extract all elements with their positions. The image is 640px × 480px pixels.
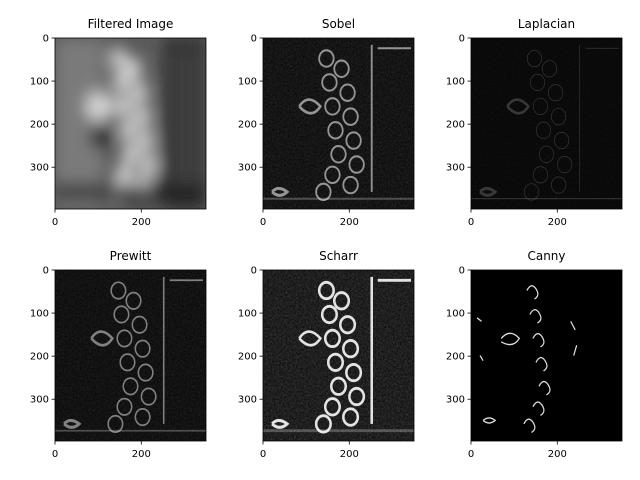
x-tick-label: 0 (52, 449, 58, 460)
y-tick-label: 200 (30, 120, 49, 131)
x-tick-label: 0 (52, 217, 58, 228)
y-tick-label: 300 (238, 395, 257, 406)
y-tick-label: 100 (30, 77, 49, 88)
canny-image (471, 270, 622, 441)
panel-title: Prewitt (110, 249, 152, 263)
y-tick-label: 300 (446, 163, 465, 174)
filtered-image (55, 38, 206, 209)
panel-title: Laplacian (518, 17, 575, 31)
y-tick-label: 200 (446, 352, 465, 363)
y-tick-label: 200 (238, 352, 257, 363)
x-tick-label: 200 (132, 449, 151, 460)
x-tick-label: 0 (260, 449, 266, 460)
panel-sobel: Sobel 0 200 0 100 200 300 (238, 17, 415, 228)
x-tick-label: 0 (260, 217, 266, 228)
laplacian-image (471, 38, 622, 209)
y-tick-label: 300 (30, 163, 49, 174)
panel-filtered: Filtered Image 0 200 0 100 200 300 (30, 17, 207, 228)
y-tick-label: 100 (446, 77, 465, 88)
y-tick-label: 200 (238, 120, 257, 131)
y-tick-label: 0 (43, 34, 49, 45)
x-tick-label: 200 (548, 449, 567, 460)
x-tick-label: 200 (132, 217, 151, 228)
y-tick-label: 100 (238, 309, 257, 320)
panel-title: Sobel (322, 17, 355, 31)
panel-title: Filtered Image (88, 17, 174, 31)
axes-frame (54, 269, 207, 442)
panel-canny: Canny 0 200 0 100 200 300 (446, 249, 623, 460)
y-tick-label: 0 (43, 266, 49, 277)
sobel-image (263, 38, 414, 209)
panel-laplacian: Laplacian 0 200 0 100 200 300 (446, 17, 623, 228)
y-tick-label: 300 (30, 395, 49, 406)
panel-title: Scharr (319, 249, 358, 263)
y-tick-label: 0 (459, 34, 465, 45)
y-tick-label: 100 (30, 309, 49, 320)
y-tick-label: 0 (459, 266, 465, 277)
x-tick-label: 200 (340, 449, 359, 460)
x-tick-label: 200 (340, 217, 359, 228)
prewitt-image (55, 270, 206, 441)
x-tick-label: 0 (468, 217, 474, 228)
axes-frame (262, 37, 415, 210)
axes-frame (262, 269, 415, 442)
x-tick-label: 0 (468, 449, 474, 460)
axes-frame (54, 37, 207, 210)
axes-frame (470, 269, 623, 442)
x-tick-label: 200 (548, 217, 567, 228)
y-tick-label: 100 (238, 77, 257, 88)
y-tick-label: 0 (251, 34, 257, 45)
scharr-image (263, 270, 414, 441)
y-tick-label: 0 (251, 266, 257, 277)
panel-prewitt: Prewitt 0 200 0 100 200 300 (30, 249, 207, 460)
y-tick-label: 200 (446, 120, 465, 131)
y-tick-label: 300 (446, 395, 465, 406)
axes-frame (470, 37, 623, 210)
y-tick-label: 300 (238, 163, 257, 174)
panel-scharr: Scharr 0 200 0 100 200 300 (238, 249, 415, 460)
panel-title: Canny (527, 249, 565, 263)
y-tick-label: 100 (446, 309, 465, 320)
y-tick-label: 200 (30, 352, 49, 363)
